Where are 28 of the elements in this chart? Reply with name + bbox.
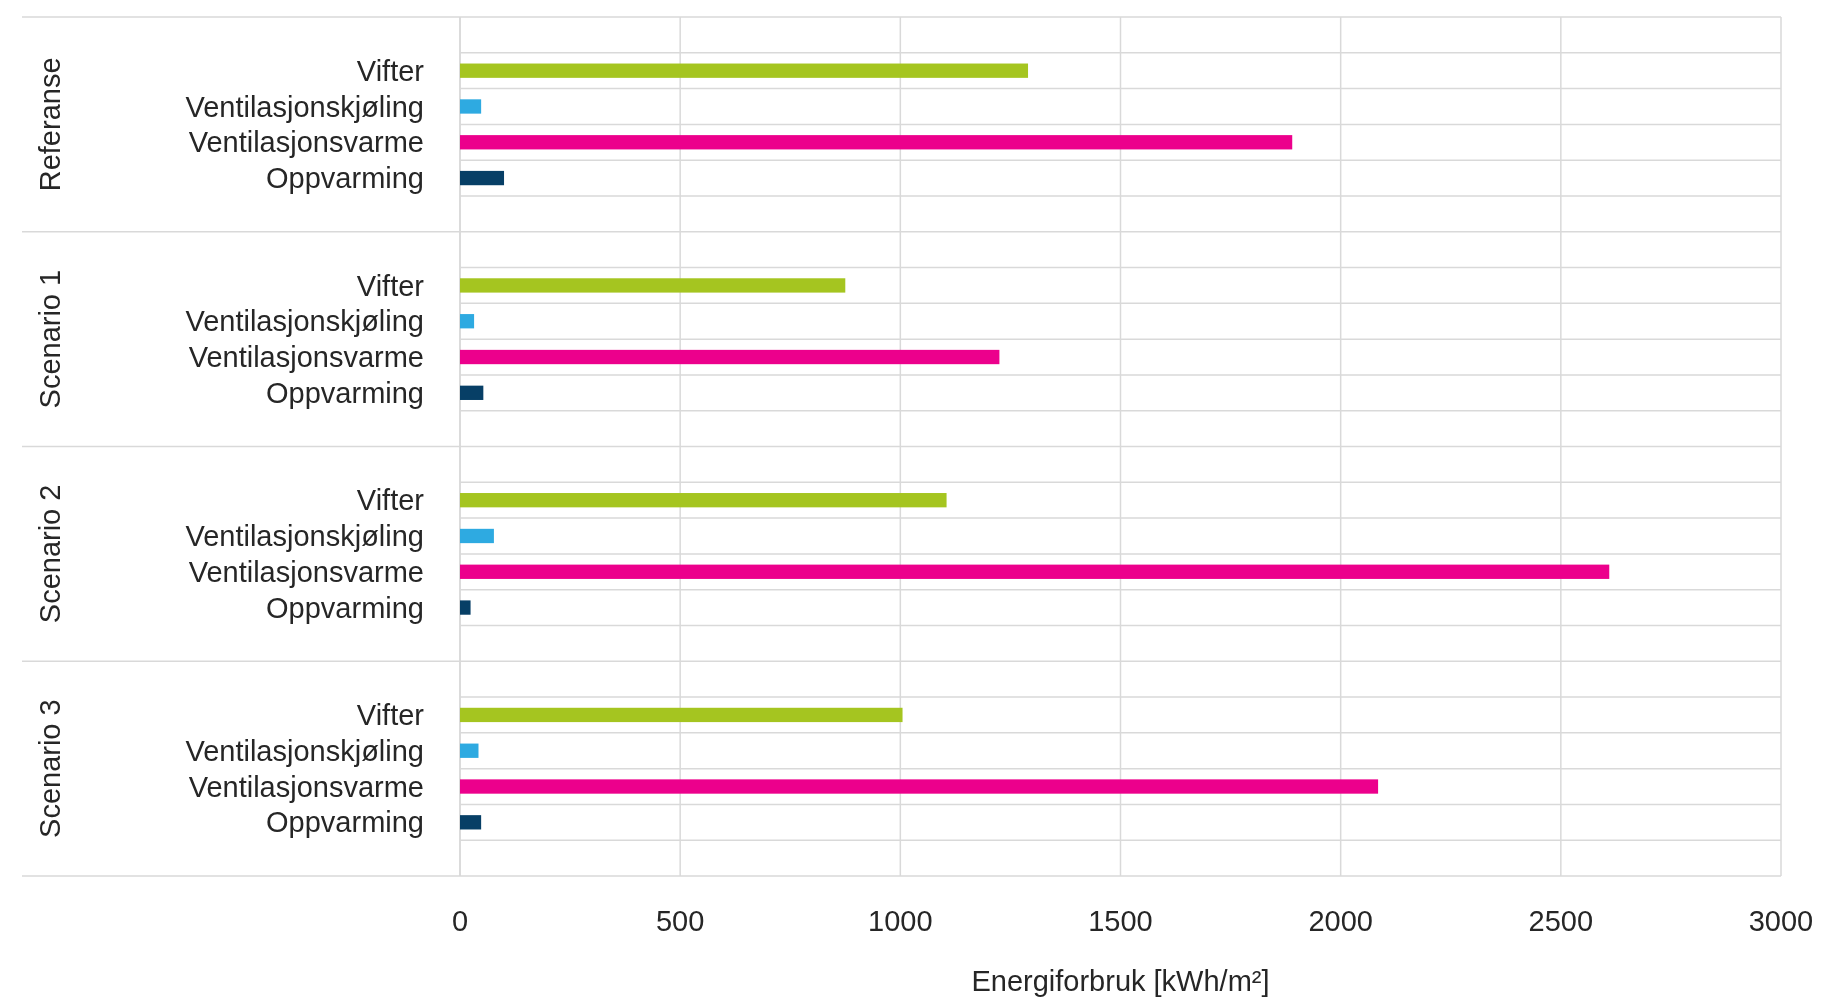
y-tick-label: Vifter — [356, 54, 425, 87]
y-tick-label: Ventilasjonsvarme — [188, 555, 424, 588]
y-tick-label: Vifter — [356, 484, 425, 517]
text: Scenario 1 — [34, 269, 67, 409]
y-tick-label: Vifter — [356, 269, 425, 302]
y-tick-label: Ventilasjonskjøling — [185, 90, 424, 123]
text: Scenario 2 — [34, 484, 67, 624]
y-tick-label: Oppvarming — [266, 162, 424, 195]
x-tick-label: 2000 — [1308, 905, 1373, 937]
y-tick-label: Oppvarming — [266, 376, 424, 409]
y-tick-label: Vifter — [356, 699, 425, 732]
x-axis-title: Energiforbruk [kWh/m²] — [971, 965, 1270, 997]
y-tick-label: Oppvarming — [266, 591, 424, 624]
x-tick-label: 2500 — [1528, 905, 1594, 937]
y-tick-label: Ventilasjonskjøling — [185, 734, 424, 767]
text: Scenario 3 — [34, 699, 67, 838]
x-tick-label: 0 — [451, 905, 469, 937]
y-tick-label: Ventilasjonsvarme — [188, 341, 424, 374]
y-tick-label: Ventilasjonskjøling — [185, 520, 424, 553]
x-tick-label: 1000 — [868, 905, 933, 937]
x-tick-label: 500 — [655, 905, 705, 937]
y-tick-label: Oppvarming — [266, 806, 424, 839]
text: Referanse — [34, 57, 67, 192]
y-tick-label: Ventilasjonsvarme — [188, 126, 424, 159]
y-tick-label: Ventilasjonskjøling — [185, 305, 424, 338]
y-tick-label: Ventilasjonsvarme — [188, 770, 424, 803]
x-tick-label: 1500 — [1088, 905, 1153, 937]
x-tick-label: 3000 — [1748, 905, 1814, 937]
